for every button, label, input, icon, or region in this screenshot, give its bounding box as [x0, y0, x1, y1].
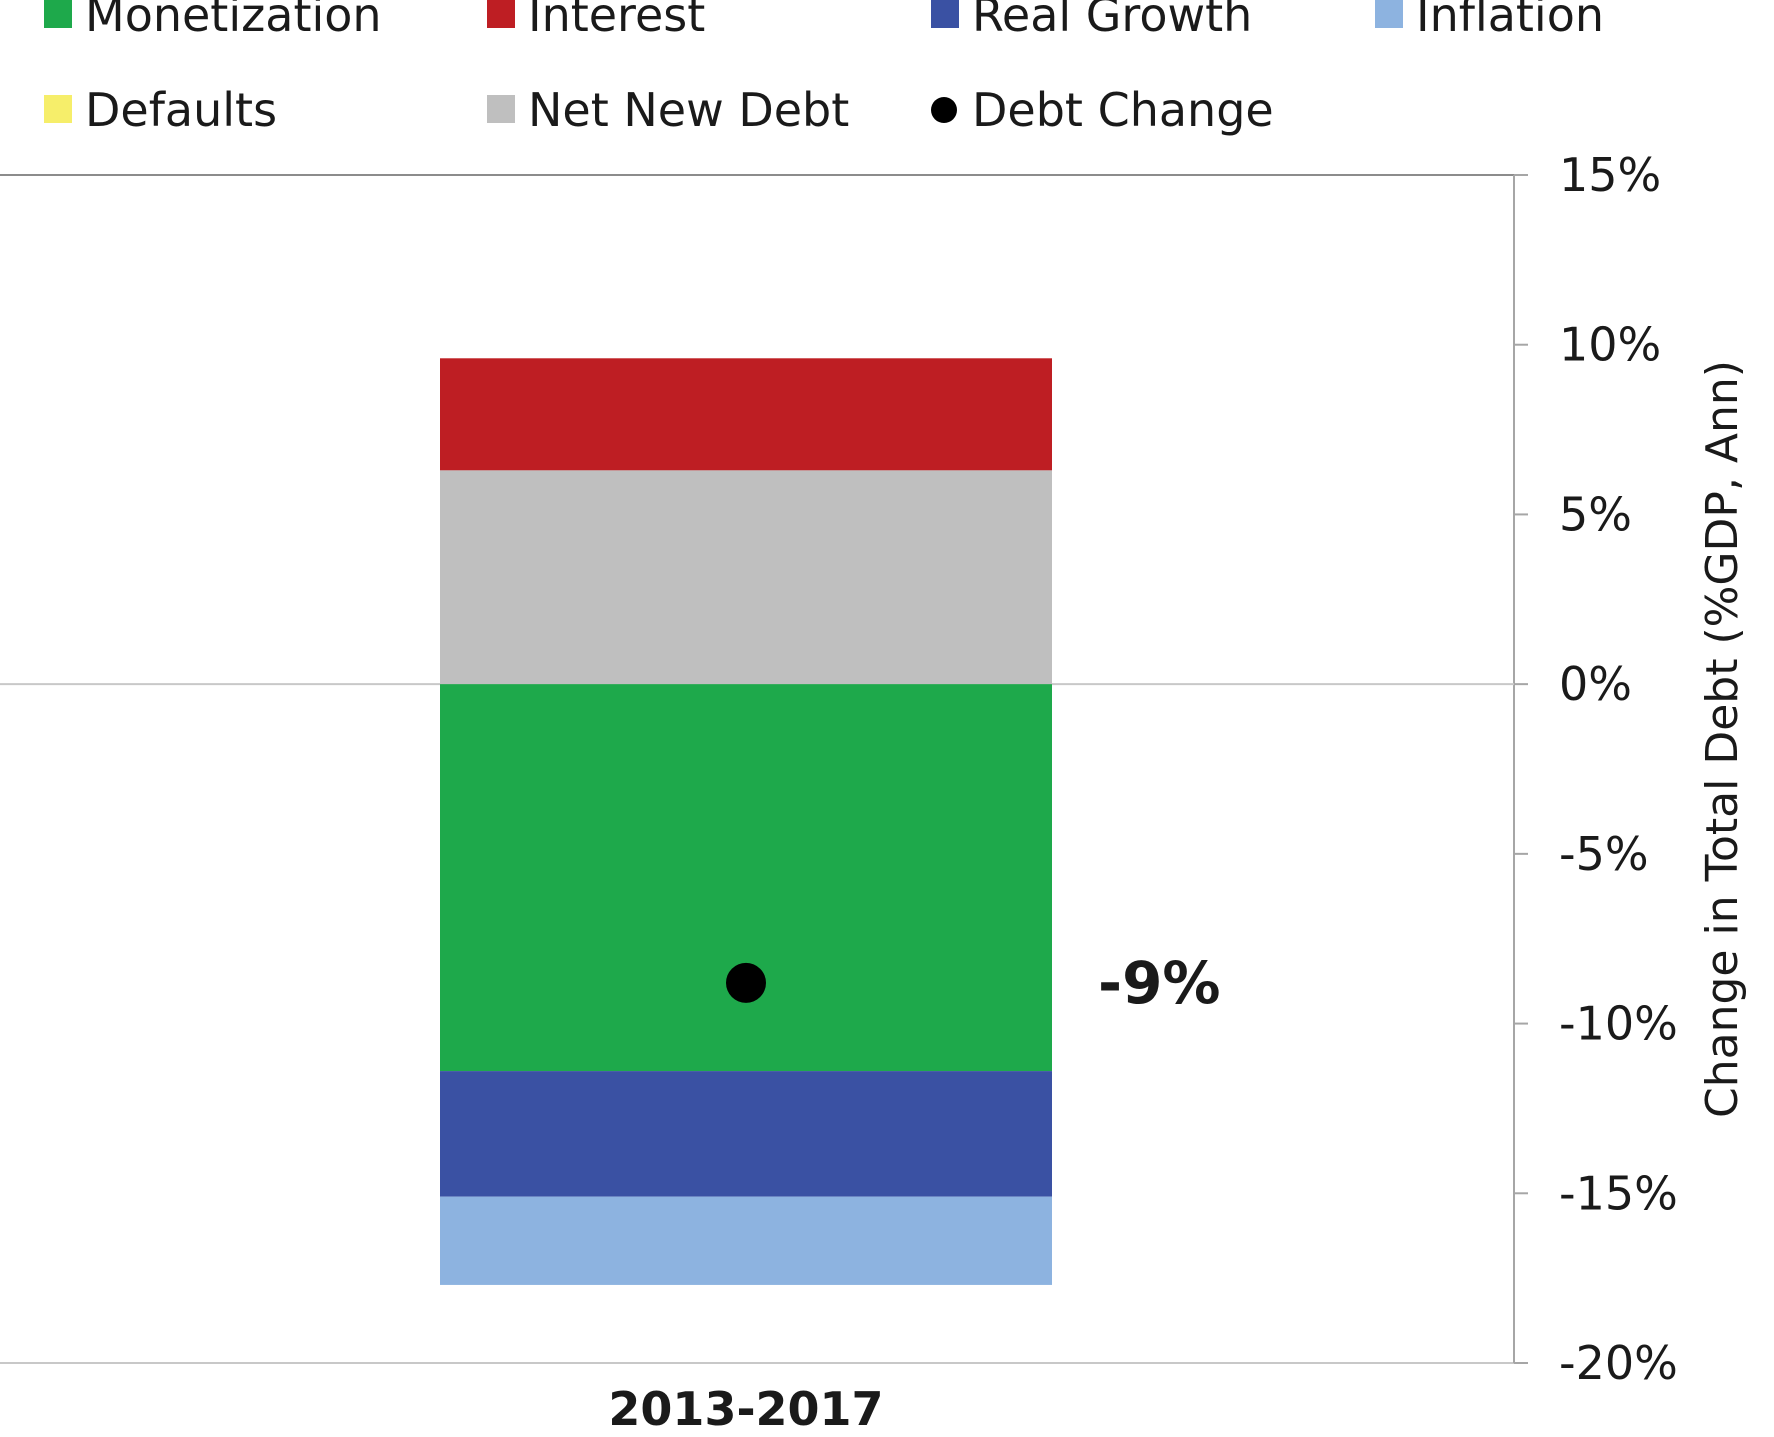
legend-marker-debt-change	[931, 97, 957, 123]
y-tick-label: 0%	[1559, 657, 1632, 711]
y-tick-label: 15%	[1559, 148, 1661, 202]
debt-change-label: -9%	[1098, 949, 1221, 1017]
legend-label-defaults: Defaults	[85, 83, 277, 137]
legend-label-debt-change: Debt Change	[972, 83, 1274, 137]
bar-segment-net-new-debt	[440, 470, 1052, 685]
bar-segment-inflation	[440, 1196, 1052, 1285]
legend-swatch-real-growth	[931, 0, 959, 28]
legend-swatch-interest	[487, 0, 515, 28]
debt-change-marker	[726, 962, 766, 1003]
legend-label-monetization: Monetization	[85, 0, 382, 42]
legend-label-net-new-debt: Net New Debt	[528, 83, 849, 137]
legend-swatch-monetization	[44, 0, 72, 28]
legend-label-inflation: Inflation	[1416, 0, 1604, 42]
y-axis-title: Change in Total Debt (%GDP, Ann)	[1697, 360, 1748, 1118]
bar-segment-real-growth	[440, 1071, 1052, 1197]
bar-segment-monetization	[440, 684, 1052, 1072]
legend-swatch-net-new-debt	[487, 95, 515, 123]
legend-swatch-inflation	[1375, 0, 1403, 28]
x-category-label: 2013-2017	[608, 1382, 883, 1436]
y-tick-label: -15%	[1559, 1166, 1678, 1220]
legend-label-real-growth: Real Growth	[972, 0, 1252, 42]
y-tick-label: 10%	[1559, 318, 1661, 372]
y-tick-label: -20%	[1559, 1336, 1678, 1390]
bar-segment-interest	[440, 358, 1052, 471]
legend-swatch-defaults	[44, 95, 72, 123]
y-tick-label: -5%	[1559, 827, 1649, 881]
legend-label-interest: Interest	[528, 0, 705, 42]
y-tick-label: 5%	[1559, 487, 1632, 541]
y-tick-label: -10%	[1559, 997, 1678, 1051]
